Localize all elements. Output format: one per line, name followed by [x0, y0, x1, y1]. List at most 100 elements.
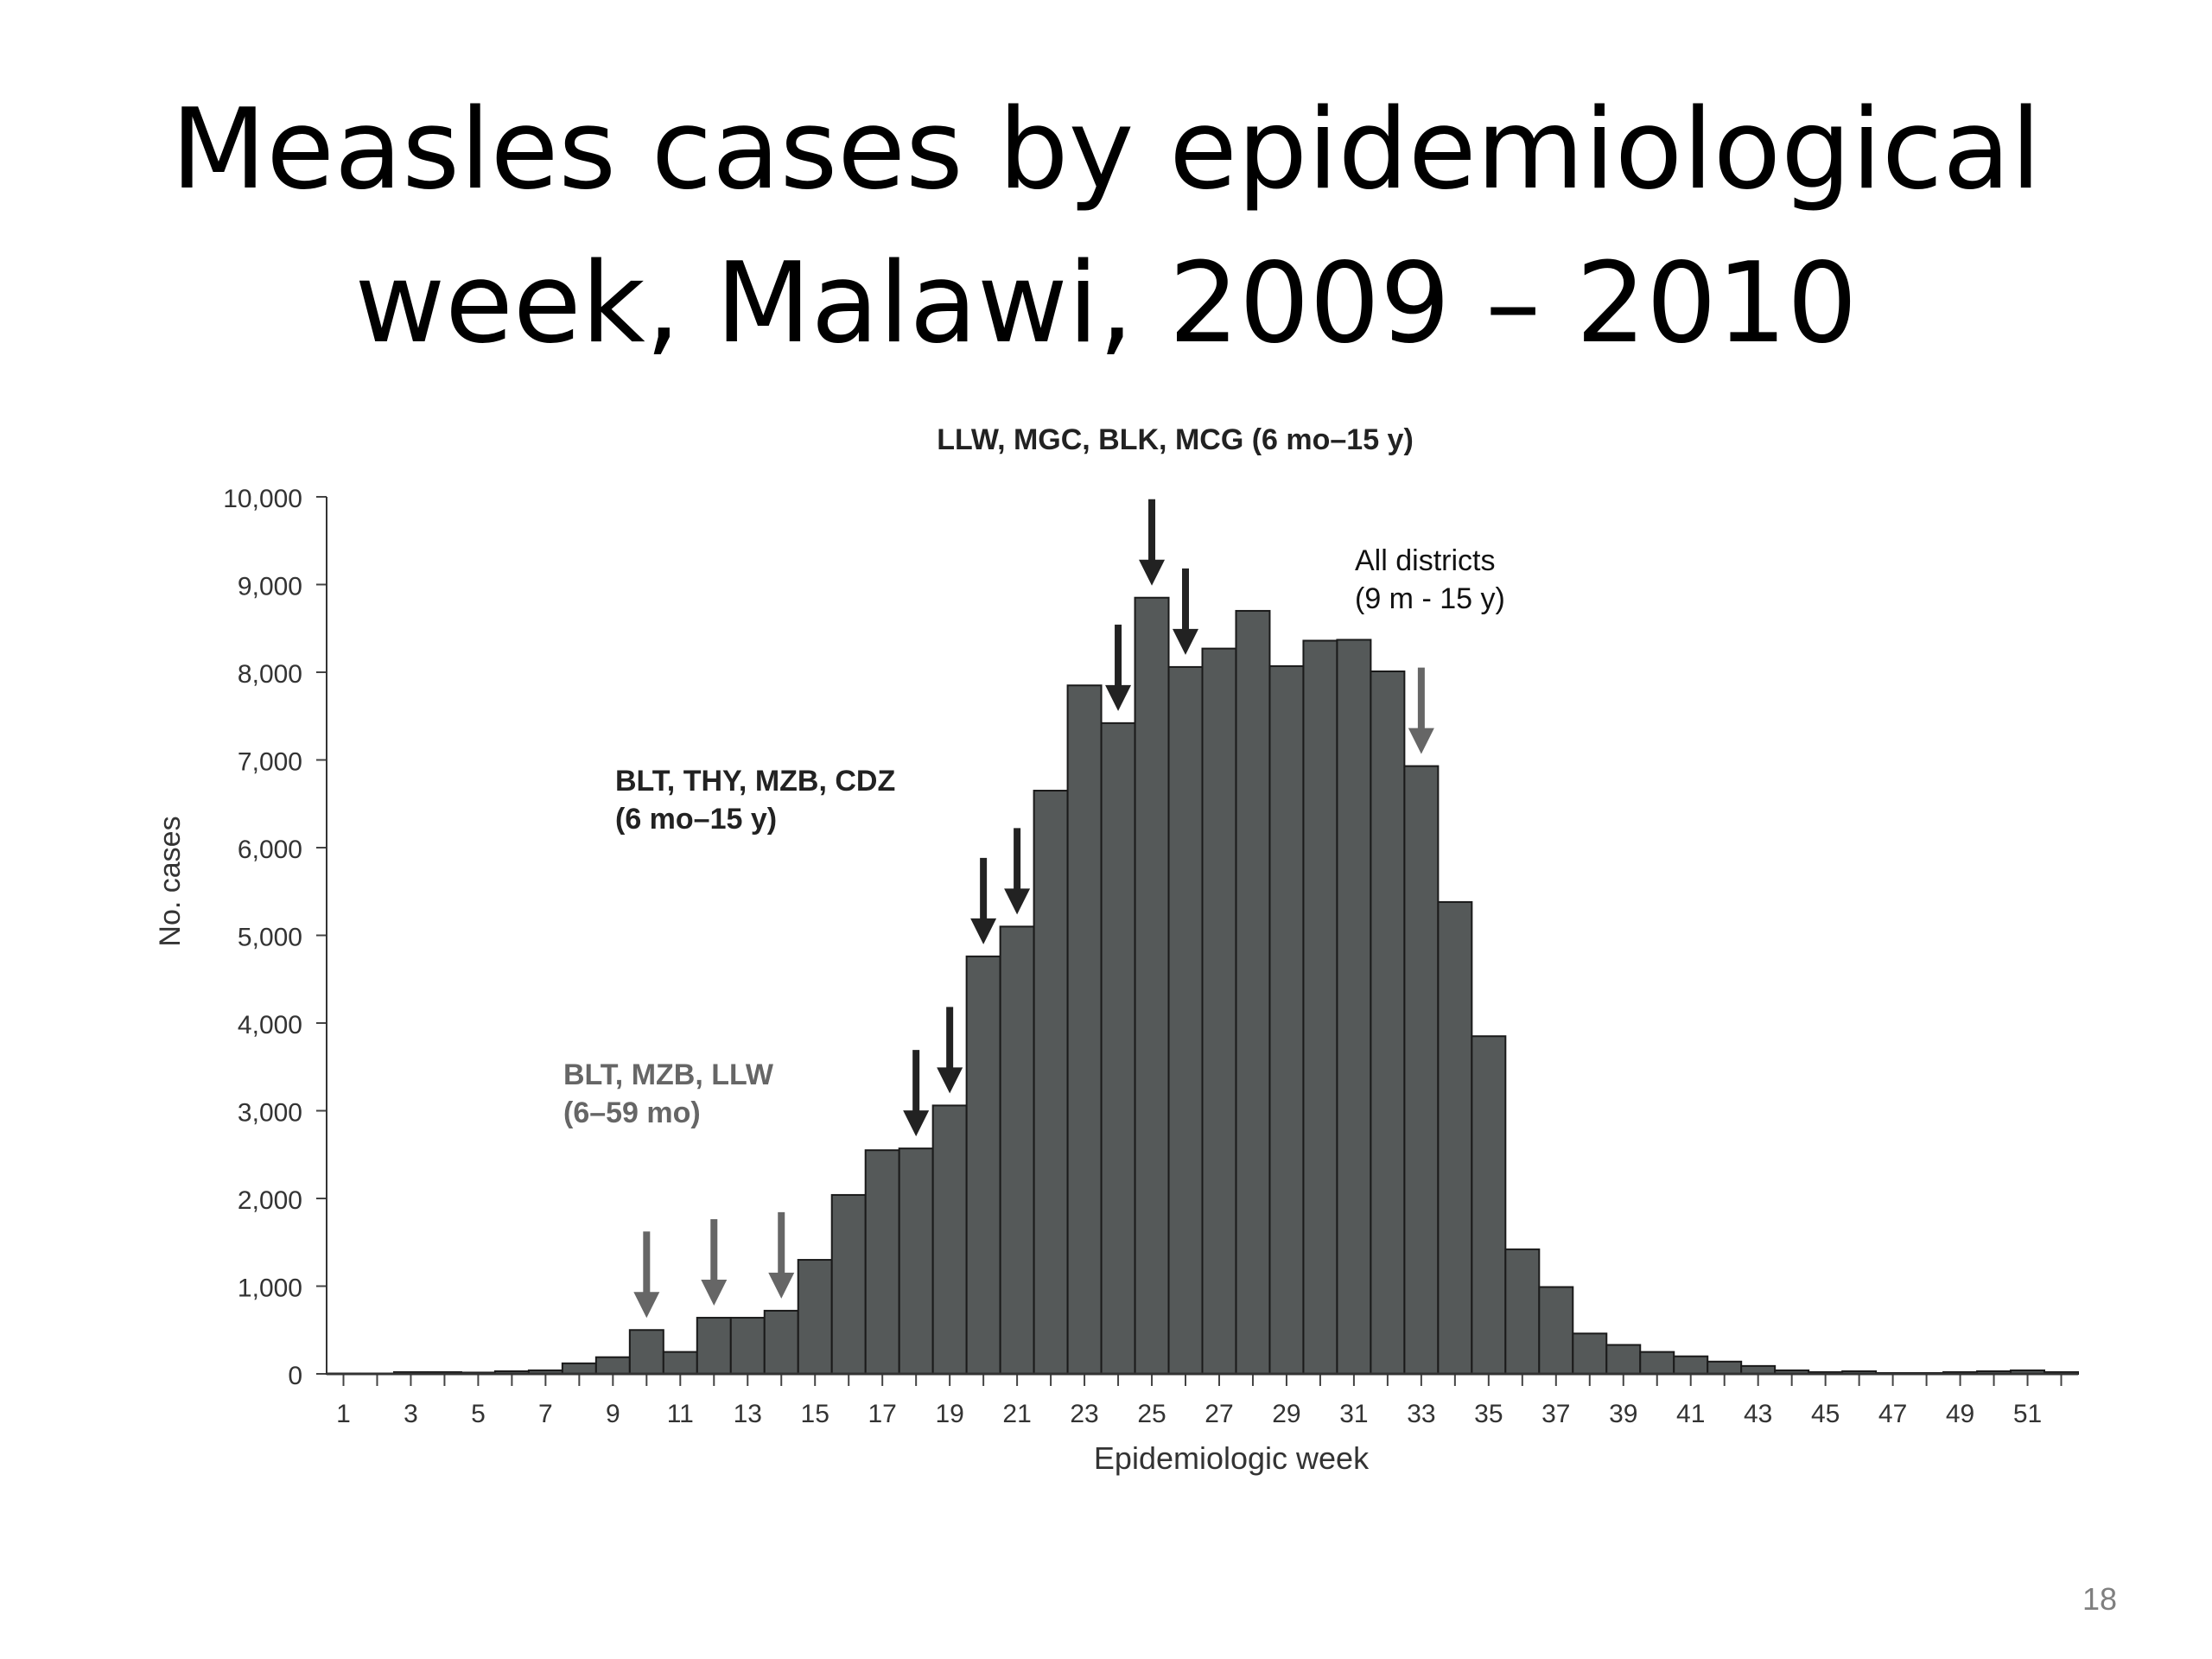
bar-week-32 [1370, 670, 1406, 1375]
annotation-2-line-2: (6 mo–15 y) [615, 803, 777, 836]
bar-week-25 [1134, 596, 1170, 1376]
annotation-1-line-1: BLT, MZB, LLW [563, 1058, 774, 1091]
x-tick-label: 13 [734, 1400, 762, 1428]
arrow-head [1139, 559, 1166, 586]
annotation-arrow-week-21 [1004, 828, 1031, 915]
x-tick-label: 9 [606, 1400, 620, 1428]
bar-week-10 [628, 1329, 664, 1375]
y-axis-ticks: 0 1,000 2,000 3,000 4,000 5,000 6,000 7,000 8,00… [223, 485, 327, 1390]
x-tick-label: 39 [1609, 1400, 1637, 1428]
bar-week-14 [763, 1309, 799, 1376]
bar-week-41 [1673, 1355, 1709, 1375]
y-tick-label: 3,000 [238, 1099, 302, 1128]
y-axis-label: No. cases [154, 816, 187, 946]
y-tick-label: 9,000 [238, 573, 302, 601]
y-tick-label: 6,000 [238, 836, 302, 864]
bar-week-27 [1201, 647, 1237, 1376]
y-tick-label: 10,000 [223, 485, 302, 513]
arrow-head [701, 1280, 728, 1306]
x-tick-label: 25 [1137, 1400, 1166, 1428]
bar-week-22 [1033, 790, 1069, 1375]
x-tick-label: 1 [336, 1400, 351, 1428]
bar-week-38 [1572, 1332, 1608, 1376]
bar-week-12 [696, 1317, 732, 1376]
arrow-head [903, 1110, 930, 1137]
x-tick-label: 5 [471, 1400, 486, 1428]
bar-week-31 [1336, 639, 1372, 1375]
bar-week-8 [561, 1362, 597, 1375]
bar-week-21 [999, 925, 1035, 1375]
x-tick-label: 27 [1205, 1400, 1233, 1428]
annotation-arrow-week-24 [1105, 624, 1132, 711]
annotation-arrow-week-33 [1408, 667, 1434, 754]
arrow-head [768, 1272, 795, 1299]
x-tick-label: 31 [1339, 1400, 1368, 1428]
x-tick-label: 41 [1676, 1400, 1705, 1428]
arrow-head [1173, 628, 1199, 655]
x-tick-label: 23 [1070, 1400, 1098, 1428]
slide-title-line-2: week, Malawi, 2009 – 2010 [354, 239, 1858, 368]
bar-week-35 [1471, 1035, 1507, 1375]
annotation-arrow-week-10 [633, 1231, 660, 1319]
y-tick-label: 0 [288, 1362, 302, 1390]
bar-week-39 [1605, 1344, 1642, 1376]
x-tick-label: 47 [1878, 1400, 1907, 1428]
bar-week-40 [1639, 1351, 1675, 1375]
y-tick-label: 8,000 [238, 660, 302, 689]
annotation-arrow-week-20 [970, 857, 997, 944]
measles-bar-chart: 0 1,000 2,000 3,000 4,000 5,000 6,000 7,000 8,00… [154, 423, 2080, 1476]
bar-week-34 [1437, 900, 1473, 1375]
bar-week-42 [1707, 1360, 1743, 1376]
bar-week-29 [1268, 664, 1305, 1375]
slide-title: Measles cases by epidemiological week, M… [0, 73, 2212, 381]
bar-week-9 [594, 1356, 631, 1375]
y-tick-label: 5,000 [238, 924, 302, 952]
bar-week-33 [1403, 765, 1440, 1376]
annotations: BLT, MZB, LLW (6–59 mo) BLT, THY, MZB, CDZ… [563, 423, 1505, 1129]
bar-week-17 [864, 1149, 900, 1375]
axes [326, 497, 2078, 1376]
arrow-head [970, 918, 997, 944]
x-tick-label: 29 [1272, 1400, 1300, 1428]
bar-week-30 [1302, 639, 1338, 1375]
annotation-arrow-week-26 [1173, 568, 1199, 655]
annotation-arrow-week-12 [701, 1219, 728, 1306]
annotation-4-line-2: (9 m - 15 y) [1355, 582, 1505, 615]
arrow-head [937, 1067, 963, 1094]
bar-week-13 [729, 1317, 766, 1376]
arrow-head [1408, 728, 1434, 754]
x-tick-label: 7 [538, 1400, 553, 1428]
y-tick-label: 4,000 [238, 1011, 302, 1039]
annotation-3-line-1: LLW, MGC, BLK, MCG (6 mo–15 y) [937, 423, 1414, 456]
annotation-arrow-week-19 [937, 1007, 963, 1094]
bar-week-19 [931, 1104, 968, 1375]
bar-week-11 [662, 1351, 698, 1375]
y-tick-label: 7,000 [238, 748, 302, 777]
bar-week-24 [1100, 721, 1136, 1375]
arrow-head [1004, 888, 1031, 915]
y-tick-label: 1,000 [238, 1274, 302, 1303]
annotation-arrow-week-18 [903, 1050, 930, 1137]
x-tick-label: 19 [935, 1400, 963, 1428]
annotation-2-line-1: BLT, THY, MZB, CDZ [615, 765, 895, 798]
x-tick-label: 17 [868, 1400, 896, 1428]
x-axis-ticks: 1 3 5 7 9 11 13 15 17 19 21 23 25 27 29 31 33 35 37 39 41 43 4… [336, 1374, 2063, 1428]
arrow-head [1105, 684, 1132, 711]
bars [326, 596, 2080, 1376]
y-tick-label: 2,000 [238, 1186, 302, 1215]
bar-week-37 [1538, 1286, 1574, 1376]
arrow-head [633, 1292, 660, 1319]
annotation-4-line-1: All districts [1355, 544, 1495, 577]
slide-title-line-1: Measles cases by epidemiological [170, 86, 2042, 214]
x-tick-label: 35 [1474, 1400, 1503, 1428]
x-tick-label: 3 [404, 1400, 418, 1428]
x-tick-label: 51 [2013, 1400, 2042, 1428]
x-tick-label: 49 [1946, 1400, 1974, 1428]
bar-week-15 [797, 1259, 833, 1375]
bar-week-20 [965, 955, 1001, 1375]
x-tick-label: 37 [1541, 1400, 1570, 1428]
annotation-1-line-2: (6–59 mo) [563, 1096, 701, 1129]
annotation-arrow-week-14 [768, 1211, 795, 1299]
bar-week-36 [1504, 1248, 1541, 1375]
x-axis-label: Epidemiologic week [1094, 1440, 1370, 1476]
